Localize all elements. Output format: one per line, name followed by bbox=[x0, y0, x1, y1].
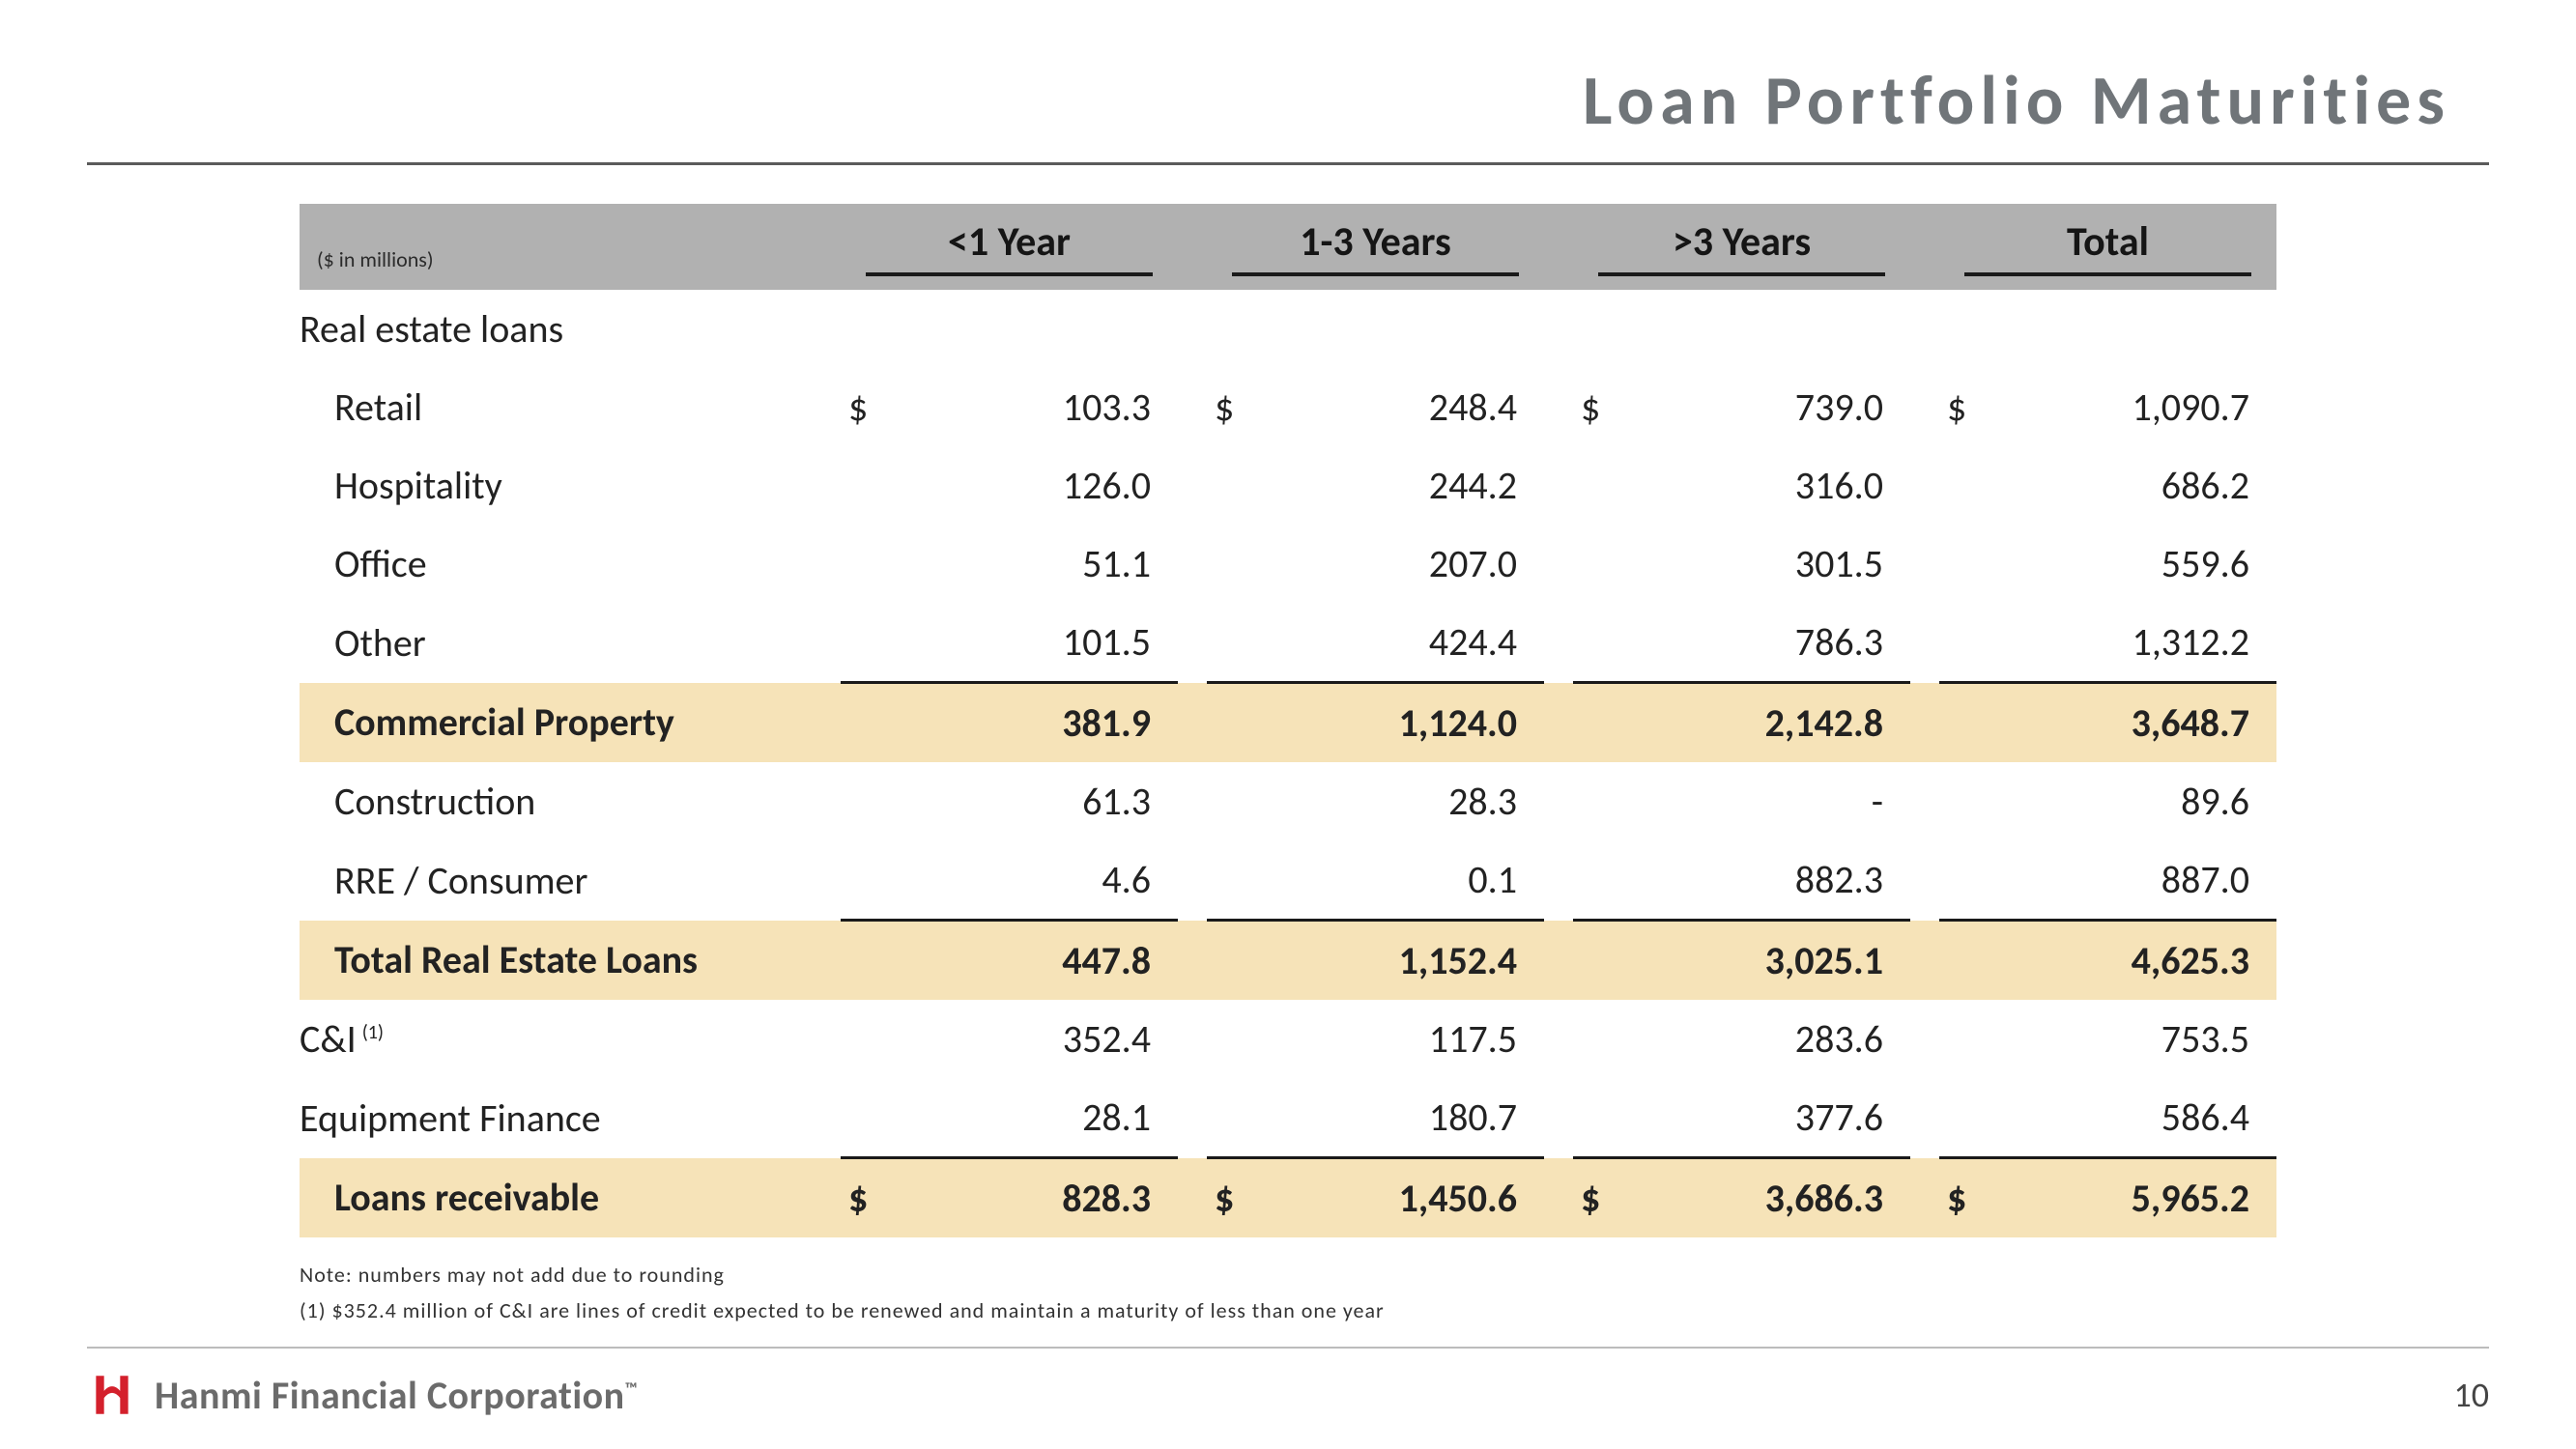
row-other: Other 101.5 424.4 786.3 1,312.2 bbox=[300, 603, 2276, 683]
col-head-y3: >3 Years bbox=[1573, 204, 1910, 290]
col-head-y13: 1-3 Years bbox=[1207, 204, 1544, 290]
brand: Hanmi Financial Corporation™ bbox=[87, 1370, 638, 1420]
footnote-rounding: Note: numbers may not add due to roundin… bbox=[300, 1257, 2276, 1293]
row-retail: Retail $103.3 $248.4 $739.0 $1,090.7 bbox=[300, 368, 2276, 446]
title-rule bbox=[87, 162, 2489, 165]
row-ci: C&I(1) 352.4 117.5 283.6 753.5 bbox=[300, 1000, 2276, 1078]
row-loans-receivable: Loans receivable $828.3 $1,450.6 $3,686.… bbox=[300, 1158, 2276, 1238]
footnote-1: (1) $352.4 million of C&I are lines of c… bbox=[300, 1293, 2276, 1328]
row-commercial-property: Commercial Property 381.9 1,124.0 2,142.… bbox=[300, 683, 2276, 763]
row-hospitality: Hospitality 126.0 244.2 316.0 686.2 bbox=[300, 446, 2276, 525]
col-head-total: Total bbox=[1939, 204, 2276, 290]
row-total-real-estate: Total Real Estate Loans 447.8 1,152.4 3,… bbox=[300, 921, 2276, 1001]
units-label: ($ in millions) bbox=[300, 204, 841, 290]
row-rre-consumer: RRE / Consumer 4.6 0.1 882.3 887.0 bbox=[300, 840, 2276, 921]
table-header-row: ($ in millions) <1 Year 1-3 Years >3 Yea… bbox=[300, 204, 2276, 290]
row-office: Office 51.1 207.0 301.5 559.6 bbox=[300, 525, 2276, 603]
brand-name: Hanmi Financial Corporation™ bbox=[155, 1372, 638, 1419]
maturities-table-wrap: ($ in millions) <1 Year 1-3 Years >3 Yea… bbox=[87, 204, 2489, 1237]
section-header-real-estate: Real estate loans bbox=[300, 290, 2276, 368]
maturities-table: ($ in millions) <1 Year 1-3 Years >3 Yea… bbox=[300, 204, 2276, 1237]
col-head-y1: <1 Year bbox=[841, 204, 1178, 290]
hanmi-logo-icon bbox=[87, 1370, 137, 1420]
row-equipment-finance: Equipment Finance 28.1 180.7 377.6 586.4 bbox=[300, 1078, 2276, 1158]
row-construction: Construction 61.3 28.3 - 89.6 bbox=[300, 762, 2276, 840]
page-title: Loan Portfolio Maturities bbox=[87, 58, 2489, 162]
footnotes: Note: numbers may not add due to roundin… bbox=[87, 1237, 2489, 1329]
page-number: 10 bbox=[2454, 1374, 2490, 1416]
slide-footer: Hanmi Financial Corporation™ 10 bbox=[87, 1347, 2489, 1420]
